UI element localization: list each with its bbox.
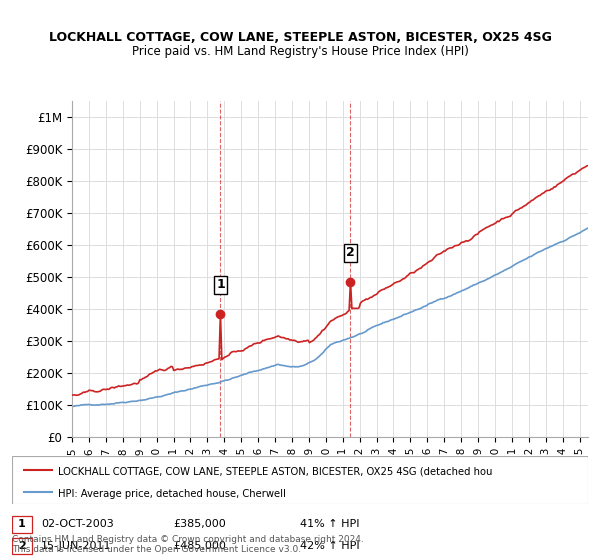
- Text: Price paid vs. HM Land Registry's House Price Index (HPI): Price paid vs. HM Land Registry's House …: [131, 45, 469, 58]
- Text: 2: 2: [346, 246, 355, 259]
- Text: Contains HM Land Registry data © Crown copyright and database right 2024.
This d: Contains HM Land Registry data © Crown c…: [12, 535, 364, 554]
- Text: 1: 1: [18, 520, 26, 530]
- Text: LOCKHALL COTTAGE, COW LANE, STEEPLE ASTON, BICESTER, OX25 4SG: LOCKHALL COTTAGE, COW LANE, STEEPLE ASTO…: [49, 31, 551, 44]
- Text: £385,000: £385,000: [173, 520, 226, 530]
- Text: 2: 2: [18, 540, 26, 550]
- Text: 1: 1: [216, 278, 225, 291]
- Text: 02-OCT-2003: 02-OCT-2003: [41, 520, 113, 530]
- FancyBboxPatch shape: [12, 516, 32, 533]
- Text: 41% ↑ HPI: 41% ↑ HPI: [300, 520, 359, 530]
- Text: 15-JUN-2011: 15-JUN-2011: [41, 540, 112, 550]
- Text: HPI: Average price, detached house, Cherwell: HPI: Average price, detached house, Cher…: [58, 489, 286, 499]
- FancyBboxPatch shape: [12, 456, 588, 504]
- Text: LOCKHALL COTTAGE, COW LANE, STEEPLE ASTON, BICESTER, OX25 4SG (detached hou: LOCKHALL COTTAGE, COW LANE, STEEPLE ASTO…: [58, 466, 493, 477]
- FancyBboxPatch shape: [12, 538, 32, 554]
- Text: £485,000: £485,000: [173, 540, 226, 550]
- Text: 42% ↑ HPI: 42% ↑ HPI: [300, 540, 359, 550]
